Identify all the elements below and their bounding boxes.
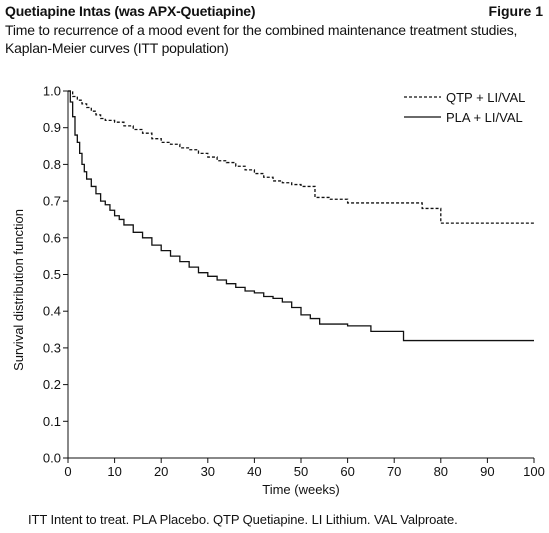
figure-label: Figure 1 bbox=[488, 3, 543, 19]
x-tick-label: 100 bbox=[523, 464, 545, 479]
legend-label: PLA + LI/VAL bbox=[446, 110, 523, 125]
x-tick-label: 0 bbox=[64, 464, 71, 479]
y-tick-label: 0.7 bbox=[43, 194, 61, 209]
x-tick-label: 50 bbox=[294, 464, 308, 479]
x-axis-label: Time (weeks) bbox=[262, 482, 340, 497]
y-tick-label: 1.0 bbox=[43, 84, 61, 99]
header-title: Quetiapine Intas (was APX-Quetiapine) bbox=[5, 3, 256, 19]
chart-subtitle: Time to recurrence of a mood event for t… bbox=[5, 21, 545, 57]
x-tick-label: 20 bbox=[154, 464, 168, 479]
footnote: ITT Intent to treat. PLA Placebo. QTP Qu… bbox=[28, 512, 458, 527]
subtitle-line-2: Kaplan-Meier curves (ITT population) bbox=[5, 40, 229, 56]
x-tick-label: 30 bbox=[201, 464, 215, 479]
x-tick-label: 10 bbox=[107, 464, 121, 479]
series-line-pla bbox=[68, 90, 534, 342]
x-tick-label: 90 bbox=[480, 464, 494, 479]
chart-series bbox=[68, 90, 534, 342]
chart-axes: 0 10 20 30 40 50 60 70 80 90 100 0.0 0.1 0.2 0.3 0.4 0.5… bbox=[43, 84, 545, 480]
y-tick-label: 0.1 bbox=[43, 414, 61, 429]
y-tick-label: 0.6 bbox=[43, 230, 61, 245]
y-tick-label: 0.5 bbox=[43, 267, 61, 282]
y-axis-label: Survival distribution function bbox=[11, 209, 26, 371]
x-tick-label: 70 bbox=[387, 464, 401, 479]
y-tick-label: 0.0 bbox=[43, 451, 61, 466]
y-tick-label: 0.3 bbox=[43, 340, 61, 355]
x-tick-label: 40 bbox=[247, 464, 261, 479]
x-tick-label: 80 bbox=[434, 464, 448, 479]
series-line-qtp bbox=[68, 90, 534, 224]
legend-label: QTP + LI/VAL bbox=[446, 90, 525, 105]
y-tick-label: 0.9 bbox=[43, 120, 61, 135]
y-tick-label: 0.2 bbox=[43, 377, 61, 392]
y-tick-label: 0.4 bbox=[43, 304, 61, 319]
subtitle-line-1: Time to recurrence of a mood event for t… bbox=[5, 22, 518, 38]
chart-legend: QTP + LI/VAL PLA + LI/VAL bbox=[404, 90, 525, 125]
x-tick-label: 60 bbox=[340, 464, 354, 479]
y-tick-label: 0.8 bbox=[43, 157, 61, 172]
